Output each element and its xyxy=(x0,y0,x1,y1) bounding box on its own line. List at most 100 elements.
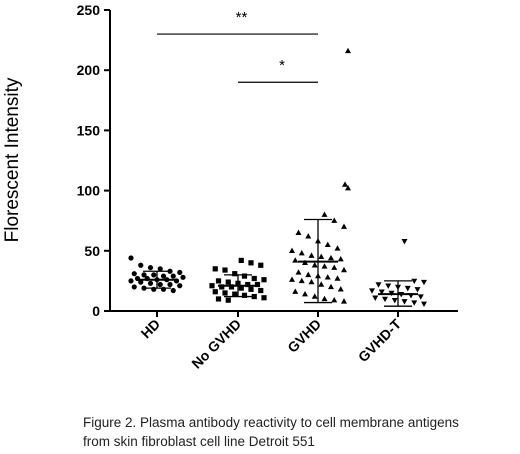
data-point xyxy=(341,298,347,304)
category-label: GVHD-T xyxy=(355,315,405,365)
data-point xyxy=(222,267,228,273)
y-axis-label: Florescent Intensity xyxy=(2,77,23,242)
data-point xyxy=(219,284,225,290)
data-point xyxy=(311,293,318,299)
data-point xyxy=(318,281,325,287)
data-point xyxy=(342,181,348,187)
data-point xyxy=(401,238,408,245)
y-tick-label: 100 xyxy=(77,183,101,199)
data-point xyxy=(395,284,401,291)
data-point xyxy=(295,269,302,275)
data-point xyxy=(215,278,222,284)
data-point xyxy=(298,277,305,284)
data-point xyxy=(345,47,351,54)
data-point xyxy=(328,283,334,290)
data-point xyxy=(331,264,338,270)
data-point xyxy=(289,247,295,253)
data-point xyxy=(134,275,141,282)
data-point xyxy=(160,286,167,292)
data-point xyxy=(228,284,235,290)
data-point xyxy=(141,285,147,291)
y-tick-label: 200 xyxy=(77,62,101,78)
data-point xyxy=(321,295,328,302)
data-point xyxy=(414,287,421,293)
data-point xyxy=(378,289,385,295)
data-point xyxy=(292,257,299,263)
data-point xyxy=(341,266,347,273)
data-point xyxy=(232,271,238,277)
data-point xyxy=(315,237,321,244)
data-point xyxy=(180,274,186,280)
data-point xyxy=(331,217,338,223)
data-point xyxy=(298,250,305,256)
data-point xyxy=(404,285,411,292)
category-label: GVHD xyxy=(284,316,324,356)
data-point xyxy=(222,290,228,296)
data-point xyxy=(238,285,244,291)
data-point xyxy=(337,286,344,292)
data-point xyxy=(388,290,395,297)
data-point xyxy=(138,279,144,285)
data-point xyxy=(128,278,134,284)
data-point xyxy=(261,277,267,283)
data-point xyxy=(241,273,248,279)
caption-line-2: from skin fibroblast cell line Detroit 5… xyxy=(83,434,315,449)
data-point xyxy=(308,252,315,258)
data-point xyxy=(382,296,388,303)
data-point xyxy=(144,275,150,282)
data-point xyxy=(160,273,167,279)
data-point xyxy=(398,291,405,298)
data-point xyxy=(318,253,325,260)
data-point xyxy=(167,281,173,288)
data-point xyxy=(232,291,238,297)
data-point xyxy=(238,257,244,264)
y-tick-label: 50 xyxy=(84,243,100,259)
data-point xyxy=(215,296,222,302)
y-tick-label: 150 xyxy=(77,122,101,138)
data-point xyxy=(131,271,137,277)
data-point xyxy=(289,276,295,282)
data-point xyxy=(209,283,215,289)
data-point xyxy=(225,279,231,285)
data-point xyxy=(328,254,334,261)
data-point xyxy=(258,262,264,268)
y-tick-label: 250 xyxy=(77,2,101,18)
data-point xyxy=(337,256,344,262)
data-point xyxy=(321,263,328,269)
data-point xyxy=(292,288,299,294)
category-label: HD xyxy=(137,316,163,342)
data-point xyxy=(248,260,254,266)
data-point xyxy=(173,278,180,284)
data-point xyxy=(334,245,341,251)
data-point xyxy=(251,275,257,282)
data-point xyxy=(235,280,241,286)
data-point xyxy=(151,272,157,278)
data-point xyxy=(167,268,173,274)
data-point xyxy=(177,269,183,276)
data-point xyxy=(225,297,231,303)
significance-label: * xyxy=(279,57,285,74)
data-point xyxy=(341,223,347,229)
data-point xyxy=(254,281,261,288)
data-point xyxy=(311,262,318,268)
data-point xyxy=(408,293,414,299)
data-point xyxy=(324,274,331,280)
category-label: No GVHD xyxy=(188,316,244,372)
data-point xyxy=(305,271,312,278)
data-point xyxy=(138,262,144,268)
data-point xyxy=(369,288,375,294)
data-point xyxy=(324,241,331,247)
data-point xyxy=(170,273,176,279)
data-point xyxy=(315,272,321,279)
data-point xyxy=(308,278,315,285)
caption-line-1: Figure 2. Plasma antibody reactivity to … xyxy=(83,415,459,430)
data-point xyxy=(401,299,408,305)
data-point xyxy=(212,289,218,295)
data-point xyxy=(147,265,154,271)
data-point xyxy=(141,272,147,278)
data-point xyxy=(421,301,427,307)
data-point xyxy=(251,293,257,300)
data-point xyxy=(421,279,427,286)
data-point xyxy=(248,286,254,292)
